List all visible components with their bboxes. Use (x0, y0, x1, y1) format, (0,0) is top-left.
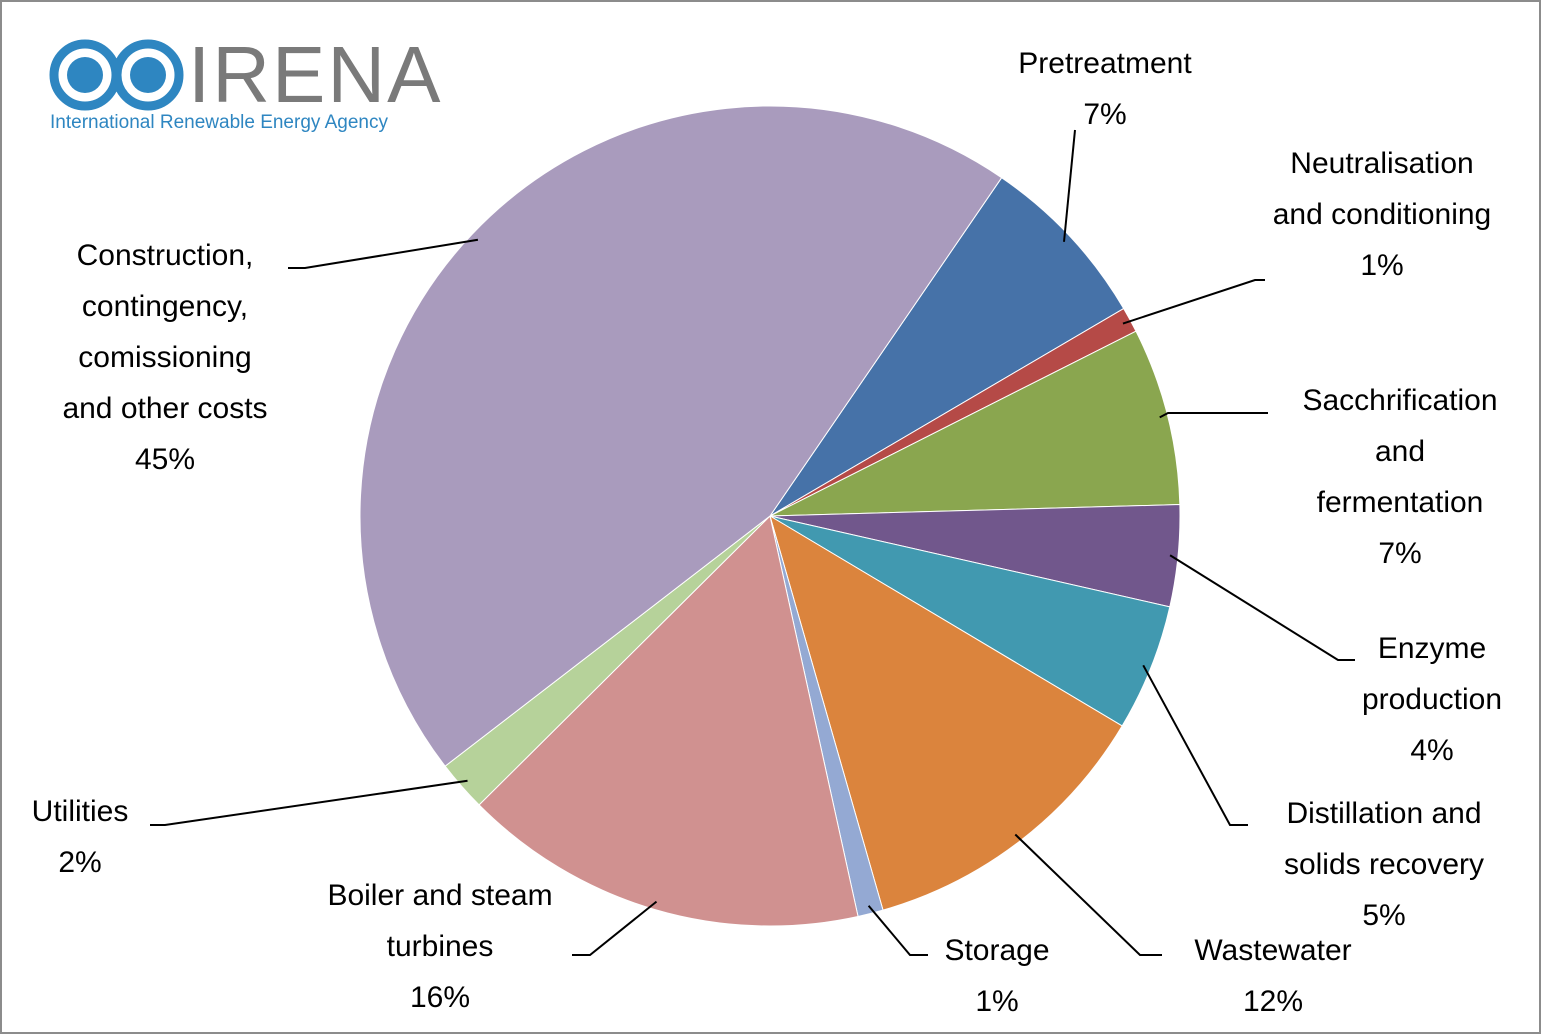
slice-category-label: Sacchrification and fermentation (1302, 384, 1498, 519)
leader-line (150, 779, 468, 826)
slice-value-label: 5% (1362, 899, 1406, 932)
leader-line (1142, 664, 1248, 826)
slice-label: Pretreatment 7% (975, 38, 1235, 140)
slice-category-label: Storage (944, 934, 1050, 967)
logo-mark (49, 39, 184, 111)
slice-value-label: 7% (1083, 98, 1127, 131)
slice-label: Boiler and steam turbines 16% (310, 870, 570, 1023)
slice-category-label: Construction, contingency, comissioning … (62, 239, 268, 425)
leader-line (867, 905, 928, 956)
leader-line (1169, 554, 1355, 661)
slice-value-label: 1% (975, 985, 1019, 1018)
pie-slice (769, 177, 1125, 517)
pie-slice (359, 105, 1003, 767)
slice-label: Distillation and solids recovery 5% (1254, 788, 1514, 941)
slice-label: Neutralisation and conditioning 1% (1272, 138, 1492, 291)
slice-label: Utilities 2% (0, 786, 160, 888)
slice-category-label: Pretreatment (1018, 47, 1192, 80)
slice-label: Storage 1% (897, 925, 1097, 1027)
logo-globe (67, 57, 166, 93)
slice-value-label: 2% (58, 846, 102, 879)
leader-line (572, 900, 658, 956)
slice-category-label: Neutralisation and conditioning (1272, 147, 1492, 231)
leader-line (1159, 412, 1268, 419)
pie-slice (769, 330, 1181, 517)
slice-value-label: 7% (1378, 537, 1422, 570)
slice-label: Construction, contingency, comissioning … (50, 230, 280, 485)
leader-line (1063, 129, 1076, 242)
pie-slice (478, 515, 859, 927)
slice-category-label: Wastewater (1194, 934, 1352, 967)
pie-slice (769, 514, 1123, 911)
slice-value-label: 45% (134, 443, 196, 476)
leader-line (1014, 833, 1162, 956)
slice-value-label: 16% (409, 981, 471, 1014)
slice-label: Sacchrification and fermentation 7% (1288, 375, 1513, 579)
slice-value-label: 12% (1242, 985, 1304, 1018)
slice-category-label: Utilities (31, 795, 129, 828)
slice-category-label: Distillation and solids recovery (1283, 797, 1485, 881)
slice-label: Wastewater 12% (1123, 925, 1423, 1027)
slice-category-label: Enzyme production (1361, 632, 1503, 716)
slice-value-label: 1% (1360, 249, 1404, 282)
leader-line (288, 238, 479, 269)
slice-label: Enzyme production 4% (1332, 623, 1532, 776)
logo-tagline: International Renewable Energy Agency (50, 112, 389, 133)
slice-value-label: 4% (1410, 734, 1454, 767)
leader-line (1122, 279, 1265, 325)
slice-category-label: Boiler and steam turbines (327, 879, 553, 963)
logo-name: IRENA (188, 30, 443, 119)
